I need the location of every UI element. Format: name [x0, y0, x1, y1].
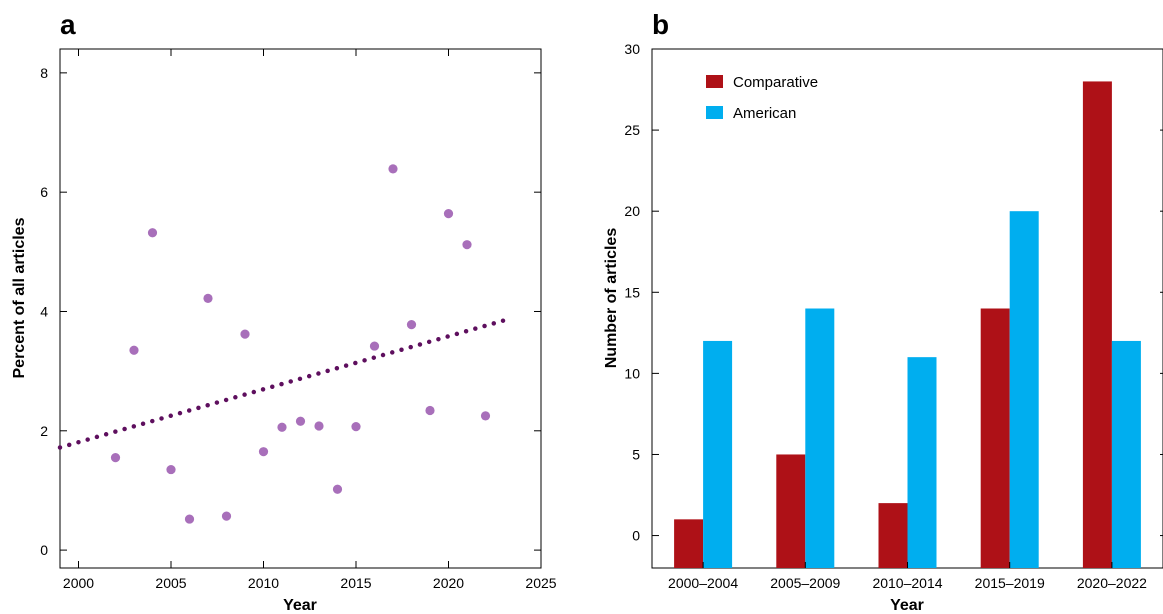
panel-b-y-tick-label: 10 [624, 365, 640, 381]
bar-american [805, 308, 835, 568]
panel-a-x-tick-label: 2005 [155, 575, 186, 591]
data-point [203, 293, 213, 303]
panel-b-y-ticks: 0 5 10 15 20 25 30 [624, 41, 1163, 544]
legend-item-comparative: Comparative [706, 74, 818, 91]
panel-b-y-axis-title: Number of articles [603, 228, 620, 369]
data-point [295, 416, 306, 426]
panel-b-y-tick-label: 5 [632, 446, 640, 462]
panel-a-y-tick-label: 0 [40, 542, 48, 558]
panel-b-legend: Comparative American [706, 74, 818, 122]
panel-b-y-tick-label: 0 [632, 528, 640, 544]
data-point [480, 411, 491, 421]
bar-comparative [674, 519, 704, 568]
bar-comparative [878, 503, 908, 568]
panel-a-x-tick-label: 2000 [63, 575, 94, 591]
bar-comparative [980, 308, 1010, 568]
panel-a-x-tick-label: 2015 [340, 575, 371, 591]
panel-a: a 2000 2005 2010 2015 2020 2025 0 2 4 6 8 Year Pe… [11, 9, 557, 614]
panel-a-plot-frame [59, 48, 542, 569]
panel-b-y-tick-label: 15 [624, 284, 640, 300]
panel-a-y-tick-label: 2 [40, 423, 48, 439]
panel-b-x-axis-title: Year [890, 597, 924, 614]
panel-a-letter: a [60, 9, 76, 40]
data-point [258, 447, 269, 457]
legend-swatch-comparative [706, 75, 723, 88]
data-point [166, 464, 176, 475]
panel-a-y-tick-label: 4 [40, 303, 48, 319]
panel-a-x-ticks: 2000 2005 2010 2015 2020 2025 [63, 49, 557, 591]
data-point [314, 421, 324, 431]
data-point [443, 209, 454, 219]
data-point [332, 484, 343, 494]
panel-a-y-ticks: 0 2 4 6 8 [40, 65, 541, 558]
panel-b-letter: b [652, 9, 669, 40]
panel-a-x-tick-label: 2010 [248, 575, 279, 591]
panel-a-x-axis-title: Year [283, 597, 317, 614]
panel-b-x-tick-label: 2000–2004 [668, 575, 738, 591]
panel-b-y-tick-label: 25 [624, 122, 640, 138]
data-point [277, 422, 287, 432]
data-point [129, 345, 139, 355]
panel-b: b 0 5 10 15 20 25 30 2000–2004 2005–2009 2010–20… [603, 9, 1163, 614]
data-point [351, 422, 361, 432]
panel-a-y-tick-label: 6 [40, 184, 48, 200]
panel-a-y-axis-title: Percent of all articles [11, 217, 28, 378]
panel-b-y-tick-label: 20 [624, 203, 640, 219]
bar-american [703, 340, 733, 568]
data-point [425, 405, 435, 416]
legend-label-comparative: Comparative [733, 74, 818, 91]
legend-swatch-american [706, 106, 723, 119]
bar-comparative [1082, 81, 1112, 568]
panel-b-bars [674, 81, 1141, 568]
legend-label-american: American [733, 105, 796, 122]
trendline [57, 318, 507, 450]
data-point [388, 164, 398, 174]
panel-a-x-tick-label: 2025 [525, 575, 556, 591]
data-point [221, 511, 232, 521]
panel-a-x-tick-label: 2020 [433, 575, 464, 591]
panel-a-points [110, 164, 491, 524]
panel-b-x-tick-labels: 2000–2004 2005–2009 2010–2014 2015–2019 2020… [668, 562, 1147, 591]
bar-american [1111, 340, 1141, 568]
bar-american [907, 357, 937, 568]
panel-a-y-tick-label: 8 [40, 65, 48, 81]
data-point [110, 453, 121, 463]
data-point [369, 341, 380, 351]
bar-comparative [776, 454, 806, 568]
data-point [406, 320, 417, 330]
data-point [184, 514, 195, 524]
data-point [462, 240, 472, 250]
panel-a-trendline [57, 318, 507, 450]
panel-b-x-tick-label: 2015–2019 [975, 575, 1045, 591]
legend-item-american: American [706, 105, 796, 122]
data-point [240, 329, 250, 339]
panel-b-x-tick-label: 2020–2022 [1077, 575, 1147, 591]
bar-american [1009, 211, 1039, 568]
panel-b-x-tick-label: 2010–2014 [872, 575, 942, 591]
data-point [147, 228, 158, 238]
panel-b-x-tick-label: 2005–2009 [770, 575, 840, 591]
panel-b-y-tick-label: 30 [624, 41, 640, 57]
